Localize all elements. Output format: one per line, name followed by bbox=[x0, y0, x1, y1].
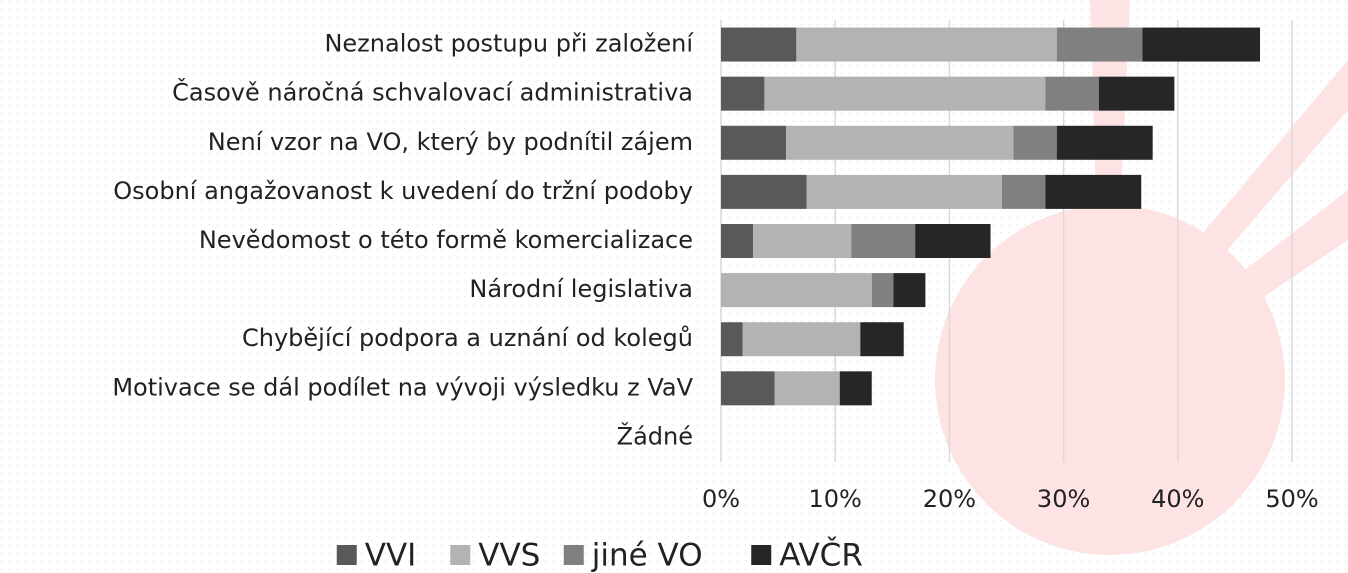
bar-segment bbox=[1013, 125, 1057, 160]
bar-segment bbox=[721, 224, 753, 258]
bar-segment bbox=[786, 125, 1014, 160]
x-tick-label: 10% bbox=[809, 485, 862, 513]
x-tick-label: 40% bbox=[1151, 485, 1204, 513]
legend-label: VVI bbox=[365, 538, 417, 573]
y-tick-label: Žádné bbox=[617, 421, 693, 450]
bar-segment bbox=[774, 371, 840, 406]
y-tick-label: Nevědomost o této formě komercializace bbox=[199, 226, 693, 254]
legend-swatch bbox=[336, 545, 357, 565]
bar-segment bbox=[806, 174, 1002, 209]
bar-segment bbox=[1045, 76, 1100, 111]
x-tick-label: 30% bbox=[1037, 485, 1090, 513]
legend-swatch bbox=[450, 545, 471, 565]
bar-segment bbox=[1099, 76, 1175, 111]
bar-segment bbox=[1056, 27, 1143, 62]
bar-segment bbox=[893, 273, 926, 308]
y-tick-label: Časově náročná schvalovací administrativ… bbox=[172, 77, 693, 107]
bar-segment bbox=[1001, 174, 1046, 209]
bar-segment bbox=[1142, 27, 1261, 62]
bar-segment bbox=[721, 371, 775, 406]
y-tick-label: Neznalost postupu při založení bbox=[324, 30, 694, 58]
x-tick-label: 20% bbox=[923, 485, 976, 513]
bar-segment bbox=[860, 322, 904, 357]
y-tick-label: Není vzor na VO, který by podnítil zájem bbox=[208, 128, 693, 156]
x-tick-label: 0% bbox=[702, 485, 740, 513]
bar-segment bbox=[721, 125, 787, 160]
bar-segment bbox=[1045, 174, 1142, 209]
bar-segment bbox=[871, 273, 894, 308]
bar-segment bbox=[764, 76, 1046, 111]
y-tick-label: Motivace se dál podílet na vývoji výsled… bbox=[112, 373, 693, 401]
bar-segment bbox=[721, 273, 872, 308]
bar-segment bbox=[752, 224, 852, 258]
y-tick-label: Osobní angažovanost k uvedení do tržní p… bbox=[113, 177, 693, 205]
bar-segment bbox=[839, 371, 872, 406]
legend-swatch bbox=[751, 545, 772, 565]
legend-swatch bbox=[563, 545, 584, 565]
bar-segment bbox=[915, 224, 991, 258]
bar-segment bbox=[796, 27, 1057, 62]
legend-label: AVČR bbox=[779, 537, 863, 573]
legend-label: jiné VO bbox=[591, 538, 703, 573]
bar-segment bbox=[721, 322, 743, 357]
bar-segment bbox=[721, 174, 807, 209]
bar-segment bbox=[721, 27, 797, 62]
x-tick-label: 50% bbox=[1265, 485, 1318, 513]
bar-segment bbox=[851, 224, 916, 258]
bar-segment bbox=[721, 76, 765, 111]
y-tick-label: Národní legislativa bbox=[469, 275, 693, 303]
y-tick-label: Chybějící podpora a uznání od kolegů bbox=[242, 324, 693, 352]
bar-segment bbox=[1056, 125, 1153, 160]
bar-segment bbox=[742, 322, 861, 357]
legend-label: VVS bbox=[478, 538, 540, 573]
